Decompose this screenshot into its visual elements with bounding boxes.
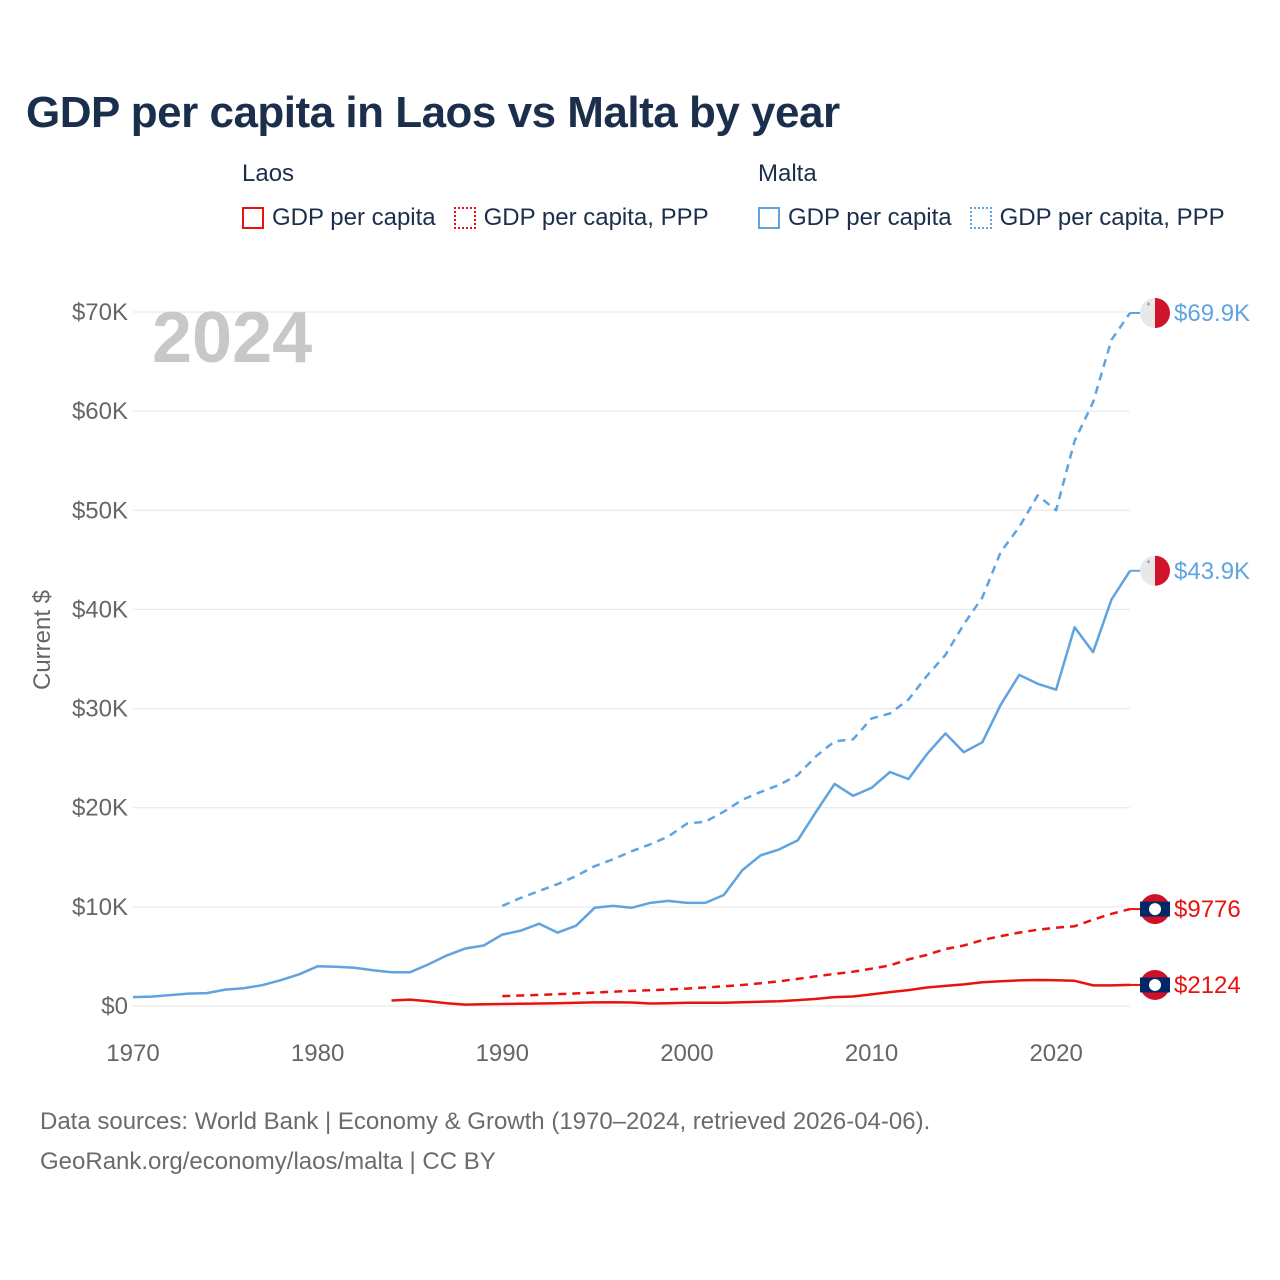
y-tick-label: $20K	[72, 795, 128, 822]
y-tick-label: $0	[101, 993, 128, 1020]
y-tick-label: $40K	[72, 596, 128, 623]
legend-swatch-solid	[242, 207, 264, 229]
legend-item-laos-gdp-ppp[interactable]: GDP per capita, PPP	[453, 204, 709, 232]
series-end-value-label: $2124	[1174, 972, 1241, 999]
legend-country-laos: Laos	[242, 160, 295, 187]
footer-credit: GeoRank.org/economy/laos/malta | CC BY	[40, 1148, 496, 1175]
y-tick-label: $60K	[72, 398, 128, 425]
x-tick-label: 1990	[476, 1040, 529, 1067]
legend-label: GDP per capita, PPP	[999, 204, 1225, 231]
legend-label: GDP per capita	[272, 204, 436, 231]
x-tick-label: 2000	[660, 1040, 713, 1067]
footer-sources: Data sources: World Bank | Economy & Gro…	[40, 1108, 931, 1135]
y-axis-title: Current $	[29, 590, 56, 690]
legend-label: GDP per capita, PPP	[483, 204, 709, 231]
series-line-malta-gdp-per-capita[interactable]	[132, 570, 1132, 999]
y-tick-label: $10K	[72, 894, 128, 921]
series-line-laos-gdp-per-capita[interactable]	[391, 978, 1131, 1006]
legend-group-malta: Malta GDP per capita GDP per capita, PPP	[758, 160, 1243, 232]
legend-item-malta-gdp-ppp[interactable]: GDP per capita, PPP	[969, 204, 1225, 232]
legend-group-laos: Laos GDP per capita GDP per capita, PPP	[242, 160, 727, 232]
legend-swatch-dotted	[969, 207, 992, 229]
series-end-value-label: $43.9K	[1174, 558, 1250, 585]
series-line-malta-gdp-per-capita-ppp[interactable]	[501, 312, 1132, 908]
x-tick-label: 2010	[845, 1040, 898, 1067]
legend-item-malta-gdp[interactable]: GDP per capita	[758, 204, 952, 232]
legend-country-malta: Malta	[758, 160, 817, 187]
y-tick-label: $70K	[72, 299, 128, 326]
year-watermark: 2024	[152, 298, 312, 378]
malta-flag-icon	[1140, 555, 1170, 586]
x-tick-label: 1980	[291, 1040, 344, 1067]
x-tick-label: 1970	[106, 1040, 159, 1067]
series-line-laos-gdp-per-capita-ppp[interactable]	[502, 907, 1131, 998]
y-tick-label: $50K	[72, 497, 128, 524]
laos-flag-icon	[1140, 969, 1170, 1000]
y-tick-label: $30K	[72, 696, 128, 723]
legend-label: GDP per capita	[788, 204, 952, 231]
legend-swatch-dotted	[453, 207, 476, 229]
laos-flag-icon	[1140, 894, 1170, 925]
line-chart: 2024 $0 $10K $20K $30K $40K $50K $60K $70K 1970…	[29, 297, 1250, 1067]
series-end-value-label: $69.9K	[1174, 300, 1250, 327]
series-end-value-label: $9776	[1174, 896, 1241, 923]
legend-swatch-solid	[758, 207, 780, 229]
malta-flag-icon	[1140, 297, 1170, 328]
chart-title: GDP per capita in Laos vs Malta by year	[26, 88, 840, 137]
x-tick-label: 2020	[1029, 1040, 1082, 1067]
legend-item-laos-gdp[interactable]: GDP per capita	[242, 204, 436, 232]
